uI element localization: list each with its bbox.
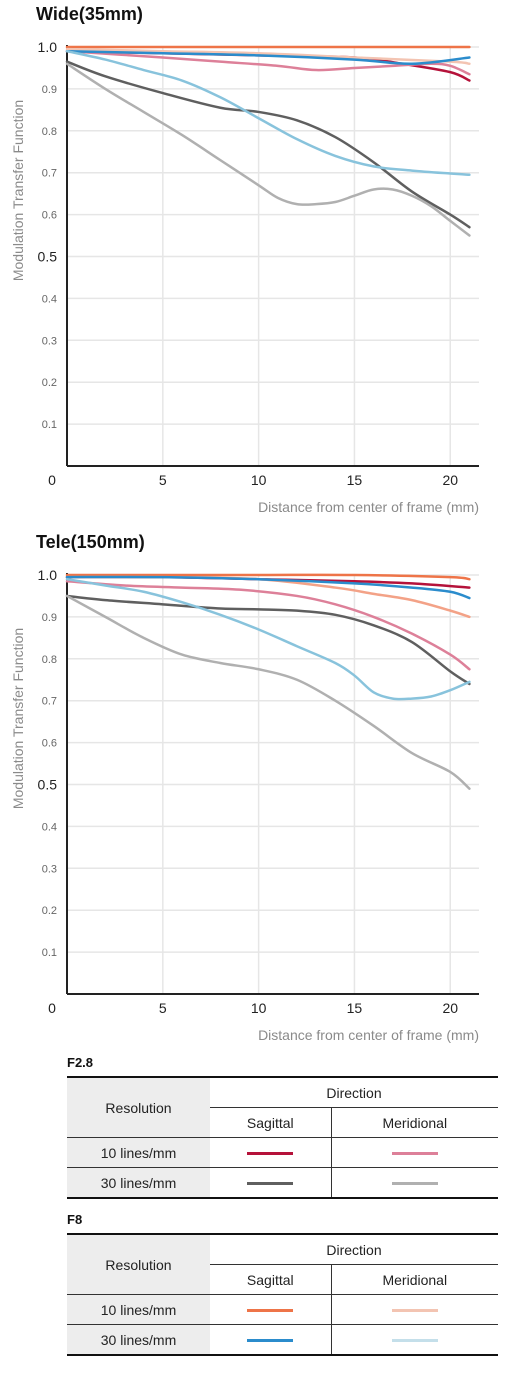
y-tick-label: 0.4 [42,293,57,305]
legend-table: Resolution Direction Sagittal Meridional… [67,1233,498,1356]
row-label-30: 30 lines/mm [67,1167,210,1199]
series-line-f28-30-mer [65,594,471,790]
series-line-f28-30-sag [65,594,471,686]
y-tick-label: 0.8 [42,126,57,138]
y-tick-label: 0.2 [42,905,57,917]
row-label-30: 30 lines/mm [67,1324,210,1356]
series-line-f8-30-sag [65,575,471,600]
y-tick-label: 0.6 [42,738,57,750]
swatch-sagittal-30 [247,1339,294,1343]
row-label-10: 10 lines/mm [67,1137,210,1168]
chart-tele-svg: 1.0 0.9 0.8 0.7 0.6 0.5 0.4 0.3 0.2 0.1 0 5 10 15 20 Di… [10,567,479,1043]
y-tick-label: 0.5 [38,249,58,265]
swatch-meridional-10 [391,1152,438,1156]
swatch-meridional-30 [391,1339,438,1343]
chart-title: Wide(35mm) [36,4,143,24]
chart-tele: Tele(150mm) 1.0 0.9 0.8 0.7 0.6 0.5 0.4 0.3 0.2 0… [0,532,528,1052]
x-tick-label: 20 [442,1000,458,1016]
swatch-meridional-10 [391,1309,438,1313]
y-tick-label: 1.0 [38,567,58,583]
x-tick-label: 15 [347,1000,363,1016]
y-tick-label: 0.7 [42,168,57,180]
y-axis-label: Modulation Transfer Function [10,628,26,809]
sagittal-header: Sagittal [210,1107,332,1138]
y-tick-label: 0.2 [42,377,57,389]
series-line-f8-30-mer [65,49,471,177]
series-line-f8-30-sag [65,49,471,66]
series-line-f8-10-mer [65,47,471,66]
x-tick-label: 5 [159,472,167,488]
swatch-sagittal-10 [247,1152,294,1156]
series-line-f28-30-sag [65,60,471,229]
direction-header: Direction [210,1233,498,1265]
sagittal-header: Sagittal [210,1264,332,1295]
legend-table: Resolution Direction Sagittal Meridional… [67,1076,498,1199]
x-tick-label: 10 [251,472,267,488]
y-tick-label: 0.3 [42,335,57,347]
y-tick-label: 1.0 [38,39,58,55]
y-tick-label: 0.5 [38,777,58,793]
series-line-f28-10-mer [65,580,471,671]
x-axis-label: Distance from center of frame (mm) [258,499,479,515]
swatch-meridional-30 [391,1182,438,1186]
y-tick-label: 0.3 [42,863,57,875]
row-label-10: 10 lines/mm [67,1294,210,1325]
x-axis-label: Distance from center of frame (mm) [258,1027,479,1043]
chart-title: Tele(150mm) [36,532,145,552]
resolution-header: Resolution [67,1076,210,1138]
x-tick-label: 0 [48,472,56,488]
y-tick-label: 0.1 [42,419,57,431]
swatch-sagittal-30 [247,1182,294,1186]
series-line-f8-30-mer [65,577,471,701]
y-tick-label: 0.1 [42,947,57,959]
x-tick-label: 5 [159,1000,167,1016]
x-tick-label: 0 [48,1000,56,1016]
series-line-f28-30-mer [65,62,471,237]
direction-header: Direction [210,1076,498,1108]
chart-wide-svg: 1.0 0.9 0.8 0.7 0.6 0.5 0.4 0.3 0.2 0.1 0 5 10 15 20 Di… [10,39,479,515]
legend-heading: F8 [67,1212,83,1227]
y-tick-label: 0.8 [42,654,57,666]
legend-f8: F8 Resolution Direction Sagittal Meridio… [67,1211,498,1356]
legend-f28: F2.8 Resolution Direction Sagittal Merid… [67,1054,498,1199]
x-tick-label: 15 [347,472,363,488]
y-tick-label: 0.9 [42,84,57,96]
y-tick-label: 0.4 [42,821,57,833]
legend-heading: F2.8 [67,1055,94,1070]
series-line-f8-10-sag [65,573,471,581]
y-tick-label: 0.9 [42,612,57,624]
y-axis-label: Modulation Transfer Function [10,100,26,281]
meridional-header: Meridional [382,1271,448,1288]
y-tick-label: 0.6 [42,210,57,222]
x-tick-label: 20 [442,472,458,488]
y-tick-label: 0.7 [42,696,57,708]
meridional-header: Meridional [382,1114,448,1131]
x-tick-label: 10 [251,1000,267,1016]
swatch-sagittal-10 [247,1309,294,1313]
resolution-header: Resolution [67,1233,210,1295]
chart-wide: Wide(35mm) 1.0 0.9 0.8 0.7 0.6 0.5 0.4 0.3 0.2 0.… [0,4,528,524]
series-line-f28-10-mer [65,49,471,76]
